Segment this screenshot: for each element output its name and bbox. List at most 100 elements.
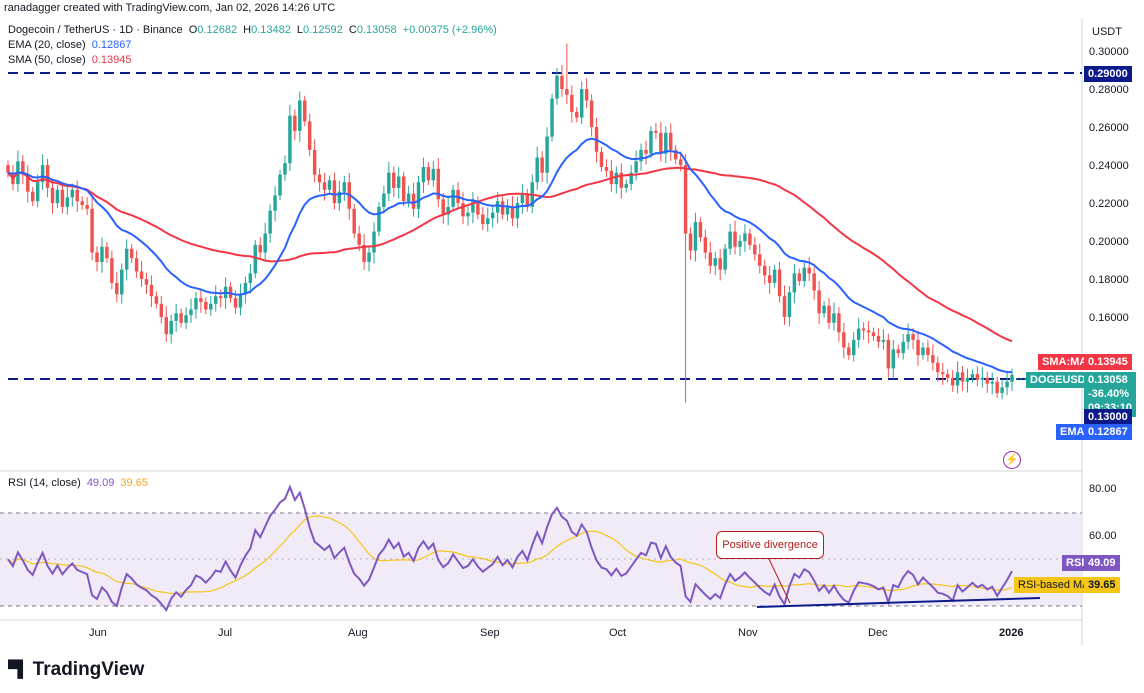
candle-body — [243, 282, 248, 295]
candle-body — [35, 182, 40, 202]
candle-body — [960, 372, 965, 382]
rsi-tick-60: 60.00 — [1089, 530, 1117, 542]
candle-body — [466, 212, 470, 217]
rsi-name-tag: RSI — [1062, 555, 1089, 571]
symbol-tag: DOGEUSDT — [1026, 372, 1097, 388]
currency-label: USDT — [1092, 26, 1122, 38]
candle-body — [624, 184, 628, 188]
candle-body — [159, 303, 164, 318]
candle-body — [604, 167, 609, 171]
sma-name-tag: SMA:MA — [1038, 354, 1092, 370]
candle-body — [629, 172, 633, 185]
candle-body — [218, 296, 223, 299]
candle-body — [446, 206, 450, 215]
candle-body — [644, 149, 648, 154]
candle-body — [115, 282, 119, 295]
candle-body — [169, 320, 173, 335]
candle-body — [812, 273, 816, 291]
sma-legend[interactable]: SMA (50, close) 0.13945 — [8, 54, 132, 66]
candle-body — [550, 98, 554, 137]
candle-body — [233, 298, 238, 308]
candle-body — [495, 201, 500, 213]
candle-body — [589, 100, 594, 128]
month-tick: Sep — [480, 627, 500, 639]
candle-body — [273, 195, 277, 211]
candle-body — [500, 201, 505, 215]
candle-body — [451, 189, 455, 207]
change-value: +0.00375 (+2.96%) — [402, 24, 497, 36]
price-tick: 0.22000 — [1089, 198, 1129, 210]
rsi-tick-80: 80.00 — [1089, 483, 1117, 495]
candle-body — [26, 174, 30, 192]
candle-body — [1000, 387, 1004, 394]
lightning-icon[interactable]: ⚡ — [1003, 451, 1021, 469]
ema-value-tag: 0.12867 — [1084, 424, 1132, 440]
candle-body — [856, 328, 861, 340]
candle-body — [654, 130, 658, 133]
candle-body — [555, 75, 559, 99]
candle-body — [753, 244, 757, 255]
candle-body — [312, 149, 317, 175]
candle-body — [253, 244, 258, 274]
divergence-pointer — [767, 556, 791, 604]
candle-body — [669, 132, 673, 150]
candle-body — [525, 193, 530, 207]
candle-body — [510, 206, 515, 219]
candle-body — [1010, 374, 1014, 382]
candle-body — [827, 305, 831, 323]
candle-body — [55, 189, 60, 204]
level-tag-low[interactable]: 0.13000 — [1084, 409, 1132, 425]
candle-body — [772, 269, 777, 283]
candle-body — [975, 374, 980, 380]
ema-legend[interactable]: EMA (20, close) 0.12867 — [8, 39, 132, 51]
candle-body — [560, 75, 564, 90]
candle-body — [461, 203, 465, 217]
candle-body — [486, 218, 490, 224]
rsi-line[interactable] — [7, 484, 1013, 613]
ema-line[interactable] — [7, 137, 1013, 374]
candle-body — [540, 157, 544, 173]
tv-logo-icon: ▀▌ — [8, 661, 29, 678]
candle-body — [817, 290, 821, 314]
candle-body — [85, 205, 89, 209]
candle-body — [718, 258, 722, 270]
candle-body — [139, 271, 144, 280]
candle-body — [881, 339, 886, 342]
candle-body — [777, 269, 782, 297]
candle-body — [683, 165, 688, 234]
candle-body — [372, 231, 376, 253]
month-tick: Jun — [89, 627, 107, 639]
candle-body — [861, 328, 866, 331]
divergence-callout[interactable]: Positive divergence — [716, 531, 824, 559]
candle-body — [723, 248, 727, 270]
candle-body — [367, 252, 371, 262]
candle-body — [357, 233, 361, 245]
candle-body — [431, 168, 436, 181]
candle-body — [426, 167, 431, 181]
candle-body — [21, 161, 25, 175]
candle-body — [570, 94, 574, 112]
candle-body — [619, 172, 624, 188]
candle-body — [80, 201, 84, 205]
candle-body — [802, 267, 807, 281]
candle-body — [75, 189, 79, 202]
candle-body — [891, 349, 896, 369]
candle-body — [792, 273, 797, 293]
candle-body — [40, 165, 45, 183]
candle-body — [476, 201, 480, 215]
sma-line[interactable] — [7, 166, 1013, 343]
candle-body — [362, 244, 366, 262]
rsi-legend[interactable]: RSI (14, close) 49.09 39.65 — [8, 477, 148, 489]
candle-body — [852, 339, 856, 356]
candle-body — [970, 374, 975, 378]
candle-body — [634, 161, 638, 173]
candle-body — [164, 317, 168, 335]
candle-body — [664, 132, 668, 154]
divergence-trendline[interactable] — [756, 597, 1041, 608]
candle-body — [174, 313, 178, 321]
candle-body — [387, 172, 391, 194]
rsi-lines — [7, 484, 1013, 613]
level-tag-top[interactable]: 0.29000 — [1084, 66, 1132, 82]
candle-body — [134, 258, 139, 272]
